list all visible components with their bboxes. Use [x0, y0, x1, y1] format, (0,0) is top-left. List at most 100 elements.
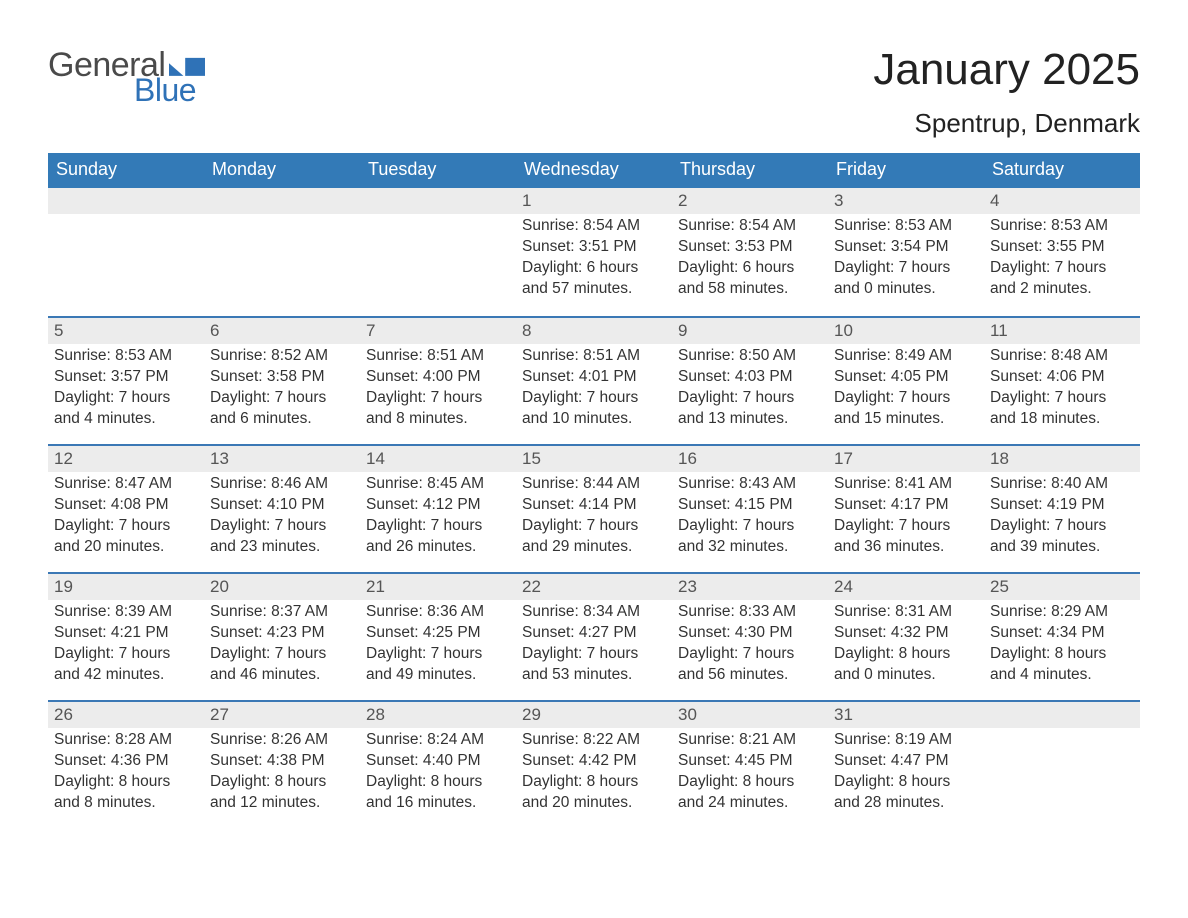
calendar-day-cell: 1Sunrise: 8:54 AMSunset: 3:51 PMDaylight… [516, 188, 672, 316]
sunrise-text: Sunrise: 8:37 AM [210, 602, 354, 623]
day-number: 27 [204, 702, 360, 728]
day-number: 21 [360, 574, 516, 600]
day-number: 3 [828, 188, 984, 214]
day-details: Sunrise: 8:53 AMSunset: 3:55 PMDaylight:… [984, 214, 1140, 310]
day-details [204, 214, 360, 226]
sunset-text: Sunset: 4:14 PM [522, 495, 666, 516]
day-details: Sunrise: 8:50 AMSunset: 4:03 PMDaylight:… [672, 344, 828, 440]
day-number: 13 [204, 446, 360, 472]
weekday-header-cell: Sunday [48, 153, 204, 188]
daylight-text: Daylight: 8 hours and 28 minutes. [834, 772, 978, 814]
sunrise-text: Sunrise: 8:26 AM [210, 730, 354, 751]
daylight-text: Daylight: 7 hours and 10 minutes. [522, 388, 666, 430]
daylight-text: Daylight: 7 hours and 36 minutes. [834, 516, 978, 558]
day-number: 18 [984, 446, 1140, 472]
day-details: Sunrise: 8:31 AMSunset: 4:32 PMDaylight:… [828, 600, 984, 696]
daylight-text: Daylight: 7 hours and 0 minutes. [834, 258, 978, 300]
day-number: 22 [516, 574, 672, 600]
calendar-day-cell [204, 188, 360, 316]
sunrise-text: Sunrise: 8:48 AM [990, 346, 1134, 367]
sunrise-text: Sunrise: 8:24 AM [366, 730, 510, 751]
day-details: Sunrise: 8:53 AMSunset: 3:57 PMDaylight:… [48, 344, 204, 440]
weekday-header-row: Sunday Monday Tuesday Wednesday Thursday… [48, 153, 1140, 188]
weekday-header-cell: Saturday [984, 153, 1140, 188]
calendar-day-cell: 15Sunrise: 8:44 AMSunset: 4:14 PMDayligh… [516, 446, 672, 572]
sunset-text: Sunset: 4:36 PM [54, 751, 198, 772]
day-number: 29 [516, 702, 672, 728]
daylight-text: Daylight: 7 hours and 4 minutes. [54, 388, 198, 430]
daylight-text: Daylight: 7 hours and 46 minutes. [210, 644, 354, 686]
calendar-week-row: 26Sunrise: 8:28 AMSunset: 4:36 PMDayligh… [48, 700, 1140, 828]
sunset-text: Sunset: 4:19 PM [990, 495, 1134, 516]
sunrise-text: Sunrise: 8:40 AM [990, 474, 1134, 495]
calendar-day-cell: 6Sunrise: 8:52 AMSunset: 3:58 PMDaylight… [204, 318, 360, 444]
daylight-text: Daylight: 7 hours and 26 minutes. [366, 516, 510, 558]
month-title: January 2025 [873, 48, 1140, 92]
day-number: 12 [48, 446, 204, 472]
day-number [48, 188, 204, 214]
day-details: Sunrise: 8:45 AMSunset: 4:12 PMDaylight:… [360, 472, 516, 568]
daylight-text: Daylight: 7 hours and 15 minutes. [834, 388, 978, 430]
day-details: Sunrise: 8:40 AMSunset: 4:19 PMDaylight:… [984, 472, 1140, 568]
day-details: Sunrise: 8:37 AMSunset: 4:23 PMDaylight:… [204, 600, 360, 696]
day-number: 28 [360, 702, 516, 728]
daylight-text: Daylight: 7 hours and 39 minutes. [990, 516, 1134, 558]
sunset-text: Sunset: 4:01 PM [522, 367, 666, 388]
sunset-text: Sunset: 4:12 PM [366, 495, 510, 516]
day-details: Sunrise: 8:51 AMSunset: 4:01 PMDaylight:… [516, 344, 672, 440]
calendar-day-cell: 29Sunrise: 8:22 AMSunset: 4:42 PMDayligh… [516, 702, 672, 828]
daylight-text: Daylight: 7 hours and 53 minutes. [522, 644, 666, 686]
sunrise-text: Sunrise: 8:21 AM [678, 730, 822, 751]
calendar-day-cell: 27Sunrise: 8:26 AMSunset: 4:38 PMDayligh… [204, 702, 360, 828]
calendar-week-row: 5Sunrise: 8:53 AMSunset: 3:57 PMDaylight… [48, 316, 1140, 444]
day-number: 16 [672, 446, 828, 472]
calendar-day-cell: 16Sunrise: 8:43 AMSunset: 4:15 PMDayligh… [672, 446, 828, 572]
weekday-header-cell: Wednesday [516, 153, 672, 188]
sunset-text: Sunset: 3:57 PM [54, 367, 198, 388]
day-number: 14 [360, 446, 516, 472]
sunset-text: Sunset: 4:05 PM [834, 367, 978, 388]
sunset-text: Sunset: 3:54 PM [834, 237, 978, 258]
day-number: 7 [360, 318, 516, 344]
day-details: Sunrise: 8:43 AMSunset: 4:15 PMDaylight:… [672, 472, 828, 568]
daylight-text: Daylight: 8 hours and 8 minutes. [54, 772, 198, 814]
calendar-day-cell: 26Sunrise: 8:28 AMSunset: 4:36 PMDayligh… [48, 702, 204, 828]
sunrise-text: Sunrise: 8:52 AM [210, 346, 354, 367]
sunset-text: Sunset: 4:00 PM [366, 367, 510, 388]
calendar-day-cell: 22Sunrise: 8:34 AMSunset: 4:27 PMDayligh… [516, 574, 672, 700]
calendar-day-cell [360, 188, 516, 316]
day-details [48, 214, 204, 226]
logo: General Blue [48, 48, 205, 106]
day-details: Sunrise: 8:24 AMSunset: 4:40 PMDaylight:… [360, 728, 516, 824]
calendar-day-cell: 23Sunrise: 8:33 AMSunset: 4:30 PMDayligh… [672, 574, 828, 700]
sunset-text: Sunset: 4:08 PM [54, 495, 198, 516]
sunrise-text: Sunrise: 8:54 AM [522, 216, 666, 237]
sunset-text: Sunset: 4:27 PM [522, 623, 666, 644]
day-details: Sunrise: 8:26 AMSunset: 4:38 PMDaylight:… [204, 728, 360, 824]
sunset-text: Sunset: 3:58 PM [210, 367, 354, 388]
sunset-text: Sunset: 3:55 PM [990, 237, 1134, 258]
daylight-text: Daylight: 7 hours and 2 minutes. [990, 258, 1134, 300]
day-number: 20 [204, 574, 360, 600]
sunrise-text: Sunrise: 8:53 AM [990, 216, 1134, 237]
sunrise-text: Sunrise: 8:47 AM [54, 474, 198, 495]
daylight-text: Daylight: 7 hours and 20 minutes. [54, 516, 198, 558]
sunrise-text: Sunrise: 8:51 AM [366, 346, 510, 367]
daylight-text: Daylight: 7 hours and 18 minutes. [990, 388, 1134, 430]
day-details: Sunrise: 8:19 AMSunset: 4:47 PMDaylight:… [828, 728, 984, 824]
sunrise-text: Sunrise: 8:44 AM [522, 474, 666, 495]
sunset-text: Sunset: 3:51 PM [522, 237, 666, 258]
calendar-day-cell: 8Sunrise: 8:51 AMSunset: 4:01 PMDaylight… [516, 318, 672, 444]
calendar-day-cell: 5Sunrise: 8:53 AMSunset: 3:57 PMDaylight… [48, 318, 204, 444]
calendar-day-cell: 17Sunrise: 8:41 AMSunset: 4:17 PMDayligh… [828, 446, 984, 572]
calendar-day-cell: 9Sunrise: 8:50 AMSunset: 4:03 PMDaylight… [672, 318, 828, 444]
sunset-text: Sunset: 4:42 PM [522, 751, 666, 772]
calendar-page: General Blue January 2025 Spentrup, Denm… [0, 0, 1188, 864]
daylight-text: Daylight: 8 hours and 12 minutes. [210, 772, 354, 814]
day-number: 8 [516, 318, 672, 344]
sunrise-text: Sunrise: 8:39 AM [54, 602, 198, 623]
calendar-day-cell: 11Sunrise: 8:48 AMSunset: 4:06 PMDayligh… [984, 318, 1140, 444]
calendar-week-row: 12Sunrise: 8:47 AMSunset: 4:08 PMDayligh… [48, 444, 1140, 572]
daylight-text: Daylight: 8 hours and 0 minutes. [834, 644, 978, 686]
sunset-text: Sunset: 3:53 PM [678, 237, 822, 258]
